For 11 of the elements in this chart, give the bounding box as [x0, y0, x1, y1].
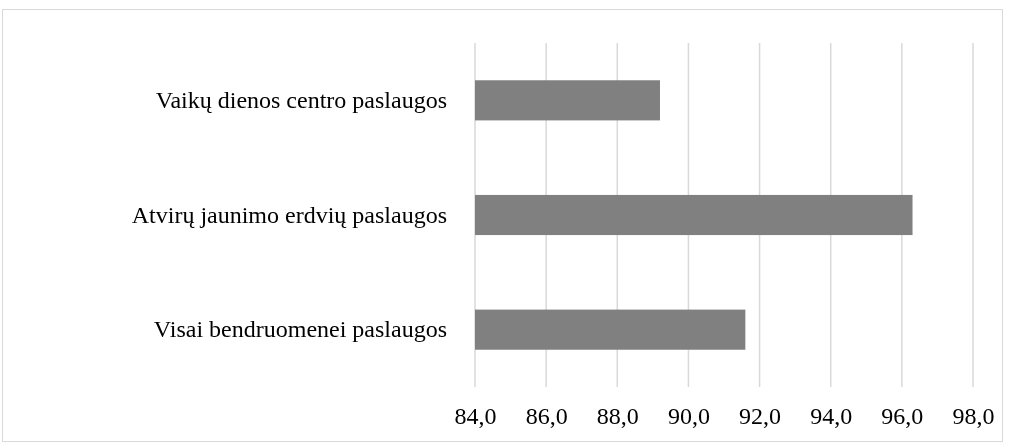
x-tick-label: 84,0	[454, 403, 497, 430]
y-tick-label: Vaikų dienos centro paslaugos	[155, 87, 447, 114]
x-tick-label: 86,0	[525, 403, 568, 430]
y-tick-label: Atvirų jaunimo erdvių paslaugos	[131, 201, 447, 228]
y-tick-label: Visai bendruomenei paslaugos	[153, 316, 447, 343]
x-tick-label: 98,0	[952, 403, 995, 430]
x-tick-label: 90,0	[667, 403, 710, 430]
x-tick-label: 88,0	[596, 403, 639, 430]
x-tick-label: 96,0	[881, 403, 924, 430]
x-tick-label: 94,0	[810, 403, 853, 430]
x-tick-label: 92,0	[739, 403, 782, 430]
